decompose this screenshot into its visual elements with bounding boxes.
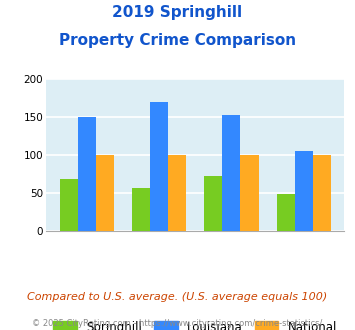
Bar xyxy=(168,155,186,231)
Text: 2019 Springhill: 2019 Springhill xyxy=(113,5,242,20)
Bar xyxy=(60,180,78,231)
Bar xyxy=(150,102,168,231)
Text: © 2025 CityRating.com - https://www.cityrating.com/crime-statistics/: © 2025 CityRating.com - https://www.city… xyxy=(32,319,323,328)
Text: Compared to U.S. average. (U.S. average equals 100): Compared to U.S. average. (U.S. average … xyxy=(27,292,328,302)
Text: Property Crime Comparison: Property Crime Comparison xyxy=(59,33,296,48)
Bar xyxy=(78,117,96,231)
Bar xyxy=(313,155,331,231)
Bar xyxy=(240,155,258,231)
Bar xyxy=(132,188,150,231)
Bar xyxy=(204,176,222,231)
Bar xyxy=(96,155,114,231)
Bar xyxy=(222,115,240,231)
Legend: Springhill, Louisiana, National: Springhill, Louisiana, National xyxy=(49,316,342,330)
Bar xyxy=(277,194,295,231)
Bar xyxy=(295,151,313,231)
